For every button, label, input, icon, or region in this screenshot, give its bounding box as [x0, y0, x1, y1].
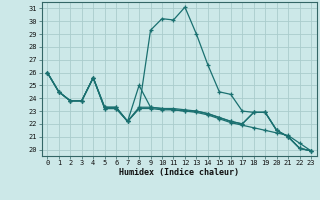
X-axis label: Humidex (Indice chaleur): Humidex (Indice chaleur): [119, 168, 239, 177]
